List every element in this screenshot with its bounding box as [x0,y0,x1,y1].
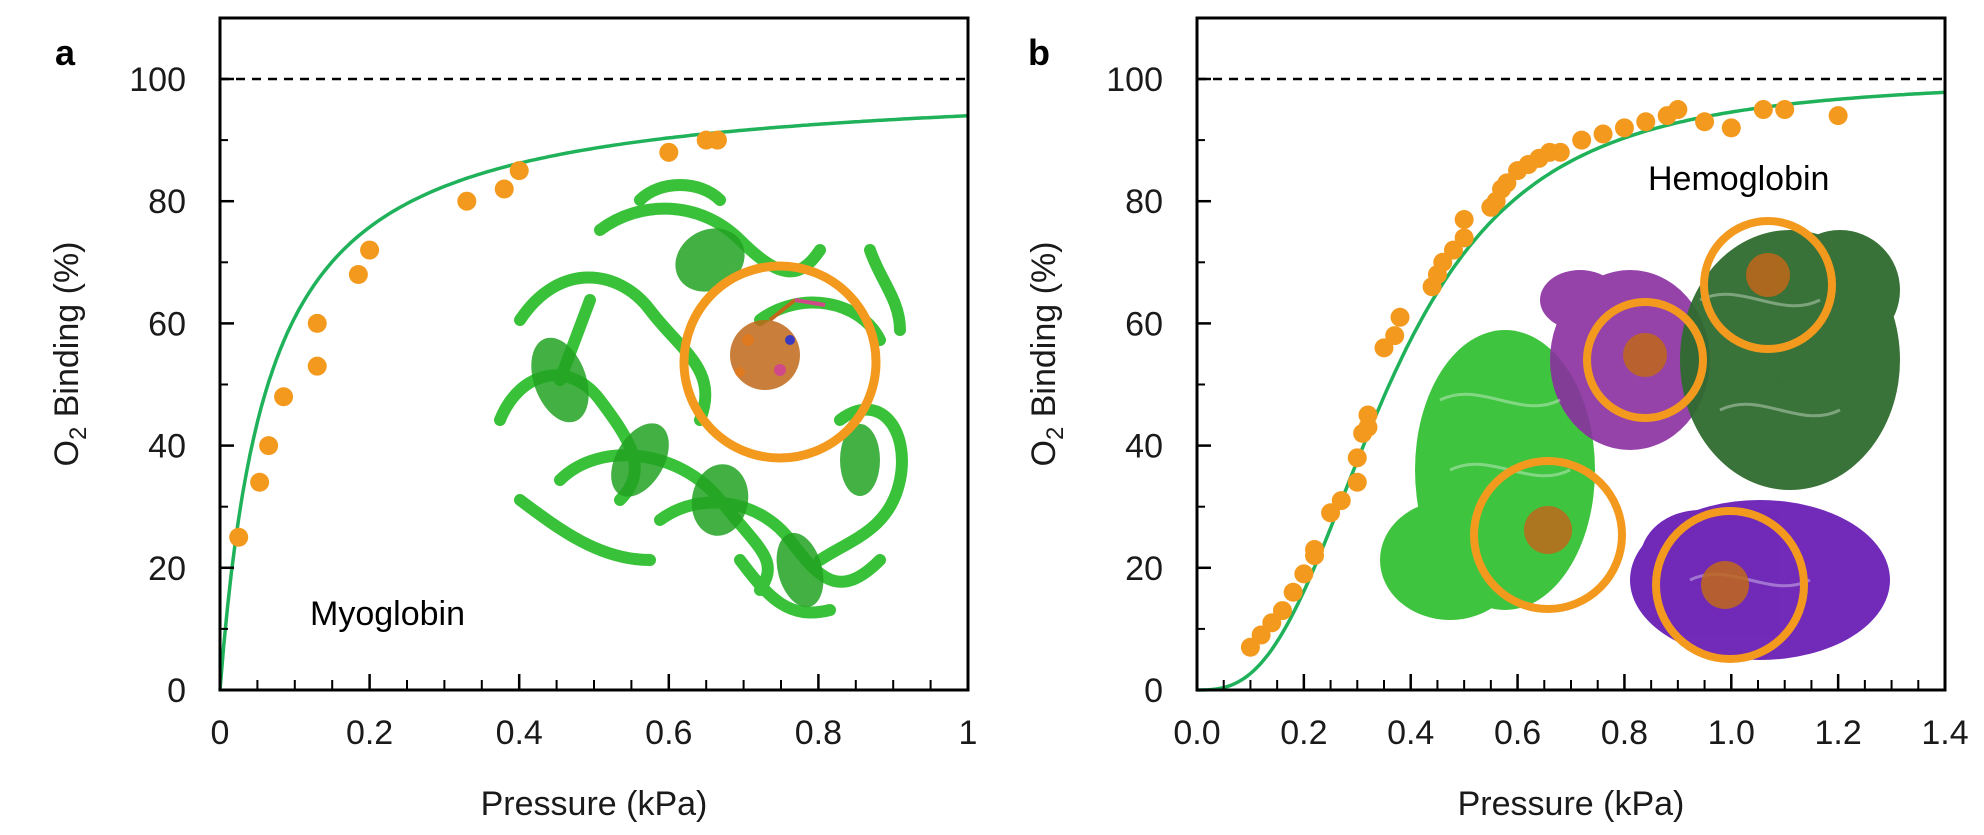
x-tick-label: 0 [211,714,230,752]
data-point [1668,100,1688,120]
data-point [1305,539,1325,559]
y-axis-title: O2 Binding (%) [48,241,92,466]
y-tick-label: 80 [1125,183,1163,221]
data-point [1347,448,1367,468]
data-point [1347,472,1367,492]
heme-circle [1700,217,1836,353]
heme-circle [1470,457,1626,613]
data-point [348,265,368,285]
data-point [1775,100,1795,120]
y-tick-label: 20 [1125,550,1163,588]
y-tick-label: 20 [148,550,186,588]
hemoglobin-label: Hemoglobin [1648,160,1829,198]
x-tick-label: 0.6 [645,714,692,752]
y-tick-label: 40 [148,428,186,466]
x-tick-label: 1 [959,714,978,752]
data-point [1454,210,1474,230]
data-point [1262,613,1282,633]
x-tick-label: 0.8 [1601,714,1648,752]
data-point [659,142,679,162]
axis-ticks: 0.0 0.2 0.4 0.6 0.8 1.0 1.2 1.4 0 20 40 60 80 100 [1106,61,1968,752]
panel-b: b [1025,16,1969,823]
data-point [307,313,327,333]
panel-a: a [48,16,977,823]
data-point [1385,326,1405,346]
x-tick-label: 0.6 [1494,714,1541,752]
y-tick-label: 0 [1144,672,1163,710]
data-point [229,527,249,547]
x-tick-label: 0.2 [1280,714,1327,752]
data-point [457,191,477,211]
x-tick-label: 0.4 [1387,714,1434,752]
data-point [1251,625,1271,645]
data-point [707,130,727,150]
data-points [1240,100,1848,657]
myoglobin-label: Myoglobin [310,595,465,633]
y-tick-label: 40 [1125,428,1163,466]
x-tick-label: 1.2 [1815,714,1862,752]
heme-circle [1583,298,1707,422]
myoglobin-heme-circle [679,261,881,463]
data-point [1550,142,1570,162]
y-tick-label: 100 [129,61,186,99]
data-point [494,179,514,199]
data-point [1283,582,1303,602]
x-tick-label: 0.2 [346,714,393,752]
data-point [1721,118,1741,138]
fit-curve [218,114,969,691]
data-point [1636,112,1656,132]
data-point [1358,405,1378,425]
x-tick-label: 1.4 [1921,714,1968,752]
data-point [259,436,279,456]
y-tick-label: 60 [1125,305,1163,343]
data-point [1443,240,1463,260]
myoglobin-structure-illustration [494,179,908,619]
x-axis-title: Pressure (kPa) [481,785,708,823]
data-point [1390,307,1410,327]
x-tick-label: 0.4 [496,714,543,752]
data-point [1272,601,1292,621]
y-tick-label: 80 [148,183,186,221]
x-tick-label: 0.0 [1173,714,1220,752]
y-tick-label: 0 [167,672,186,710]
data-point [1753,100,1773,120]
y-tick-label: 100 [1106,61,1163,99]
data-point [1614,118,1634,138]
plot-frame [218,16,970,692]
data-point [1572,130,1592,150]
data-points [229,130,727,547]
data-point [1454,228,1474,248]
data-point [1331,491,1351,511]
x-tick-label: 0.8 [795,714,842,752]
data-point [1828,106,1848,126]
data-point [1433,252,1453,272]
hemoglobin-structure-illustration [1380,217,1900,663]
data-point [1593,124,1613,144]
axis-ticks: 0 0.2 0.4 0.6 0.8 1 0 20 40 60 80 100 [129,61,977,752]
data-point [1695,112,1715,132]
heme-circle [1652,507,1808,663]
data-point [1240,637,1260,657]
data-point [1294,564,1314,584]
myoglobin-heme-group [730,298,826,390]
data-point [274,387,294,407]
data-point [1374,338,1394,358]
panel-label-b: b [1028,32,1050,73]
data-point [1321,503,1341,523]
data-point [360,240,380,260]
x-tick-label: 1.0 [1708,714,1755,752]
y-tick-label: 60 [148,305,186,343]
data-point [250,472,270,492]
data-point [307,356,327,376]
data-point [1497,173,1517,193]
panel-label-a: a [55,32,76,73]
data-point [509,161,529,181]
y-axis-title: O2 Binding (%) [1025,241,1069,466]
x-axis-title: Pressure (kPa) [1458,785,1685,823]
